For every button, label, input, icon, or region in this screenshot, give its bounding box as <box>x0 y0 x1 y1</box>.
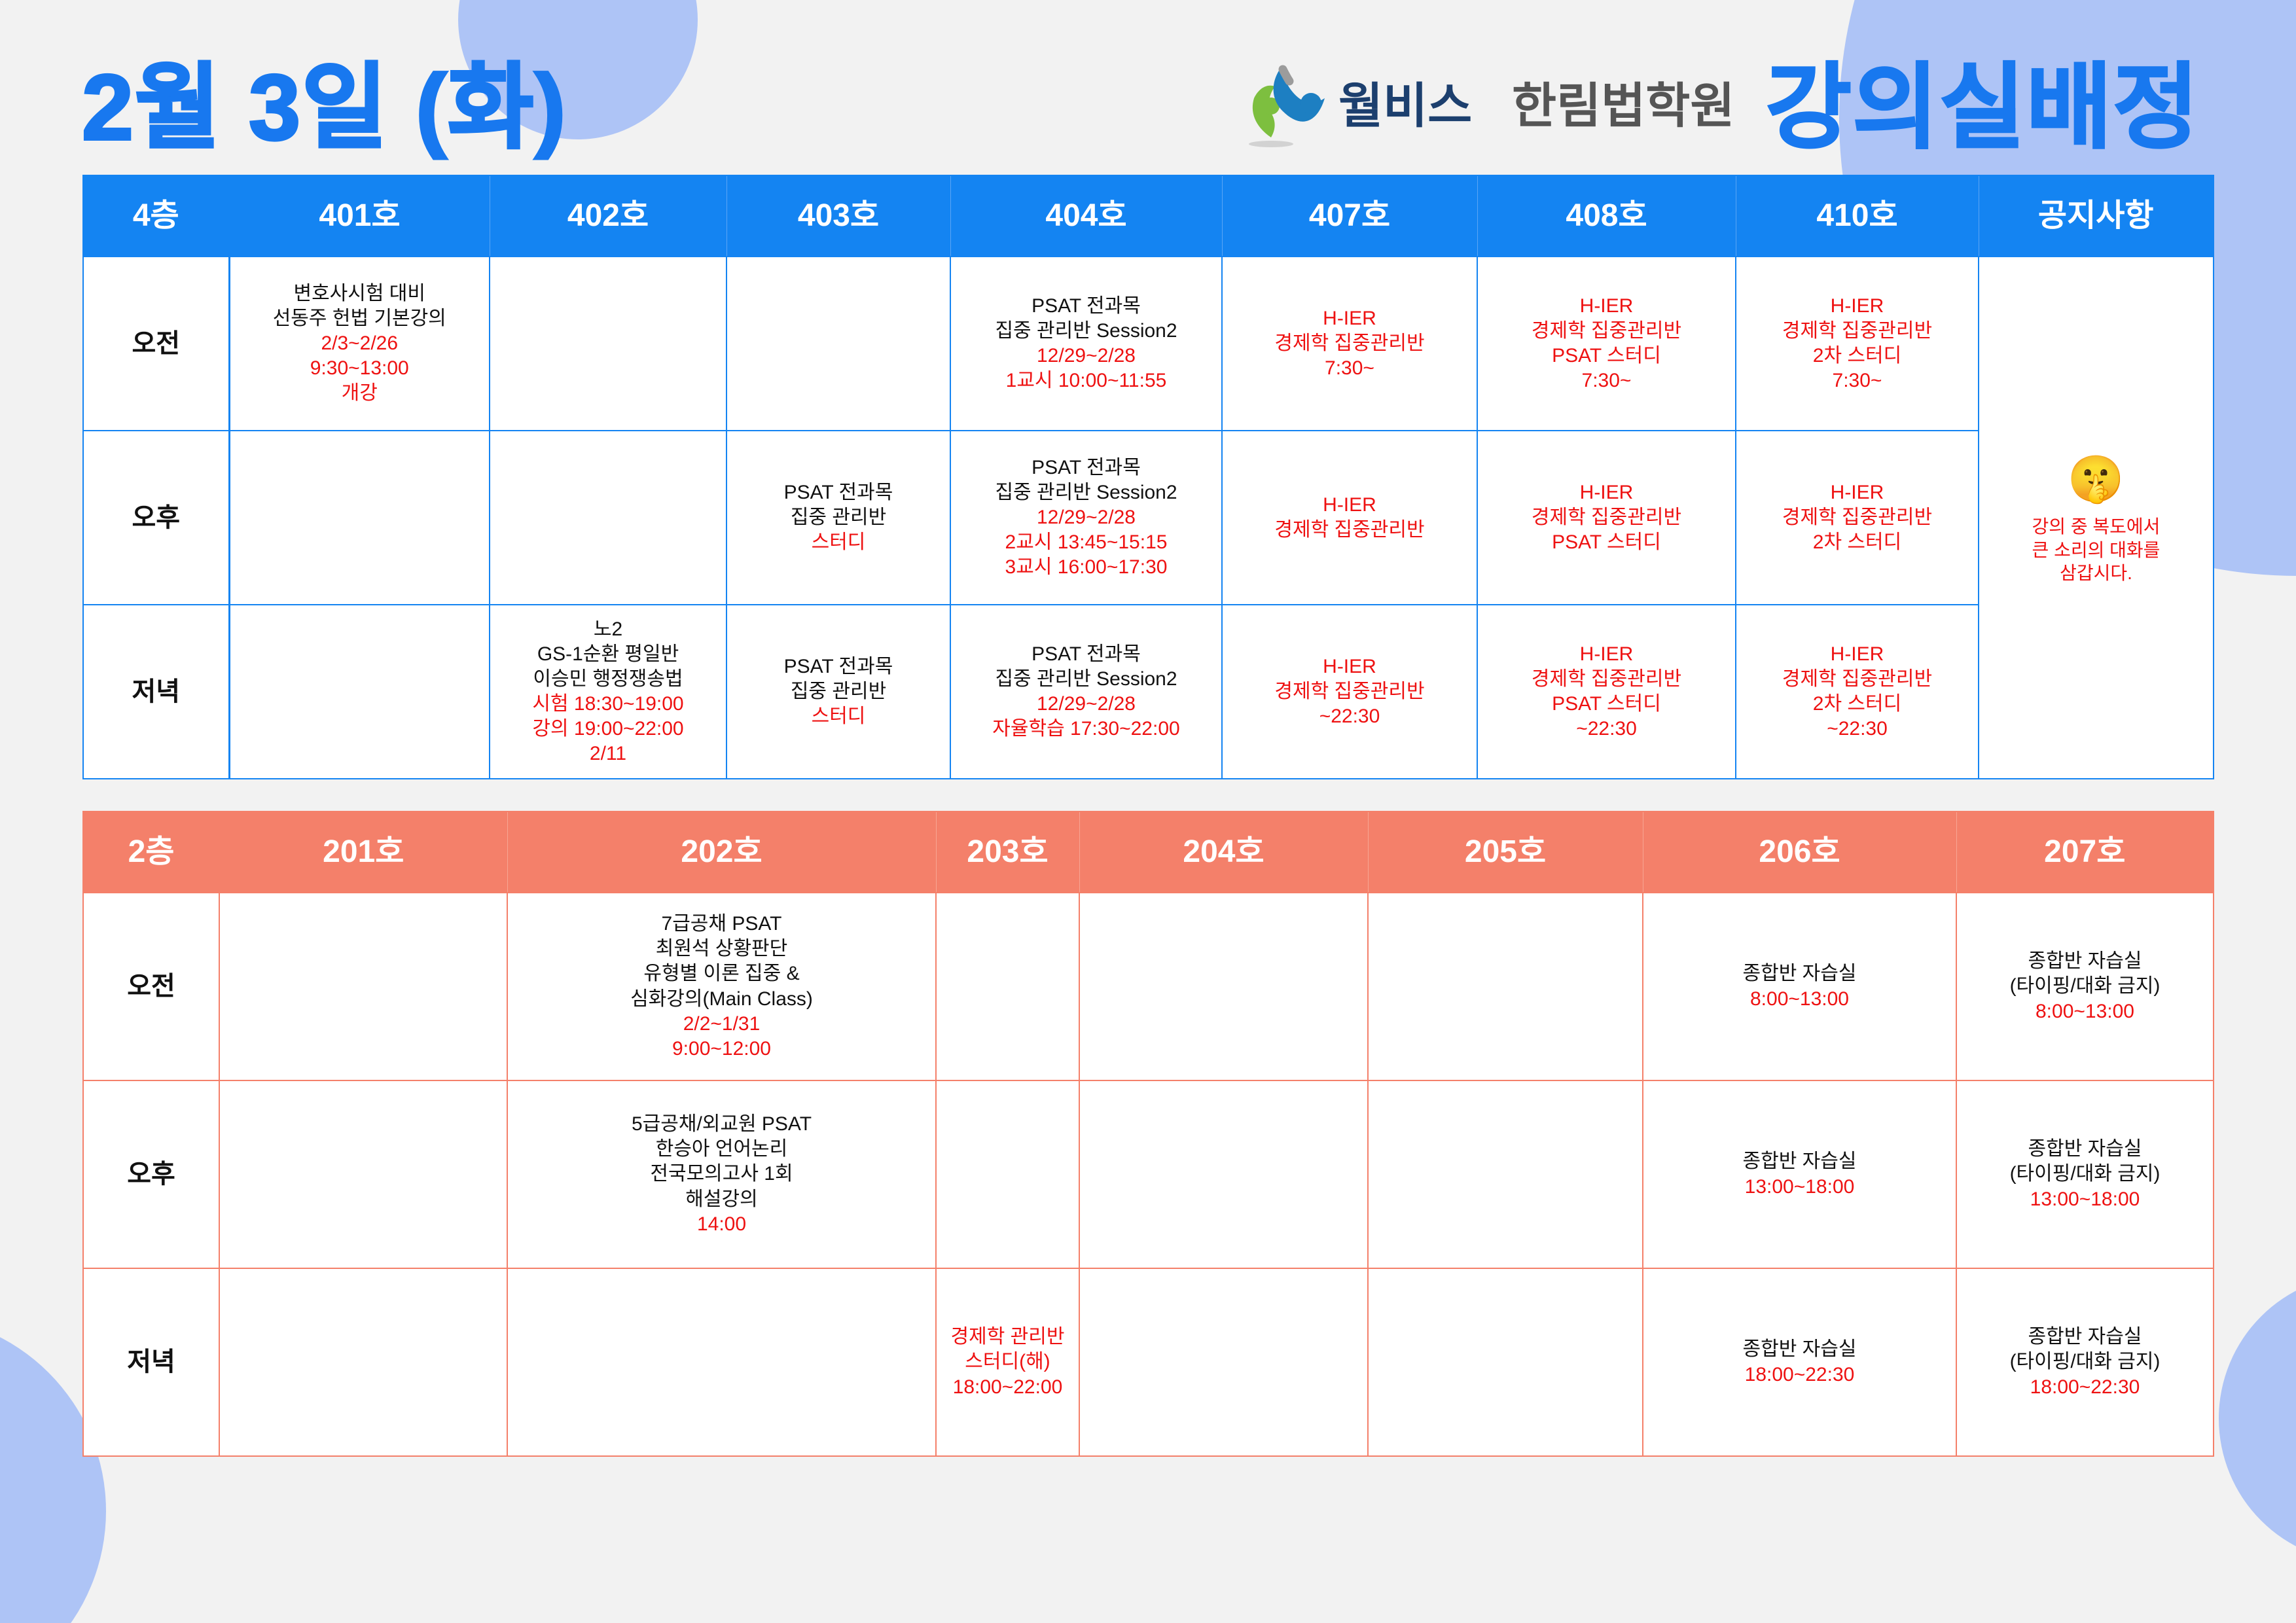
svg-text:월비스: 월비스 <box>1338 79 1472 133</box>
svg-text:한림법학원: 한림법학원 <box>1512 79 1734 133</box>
